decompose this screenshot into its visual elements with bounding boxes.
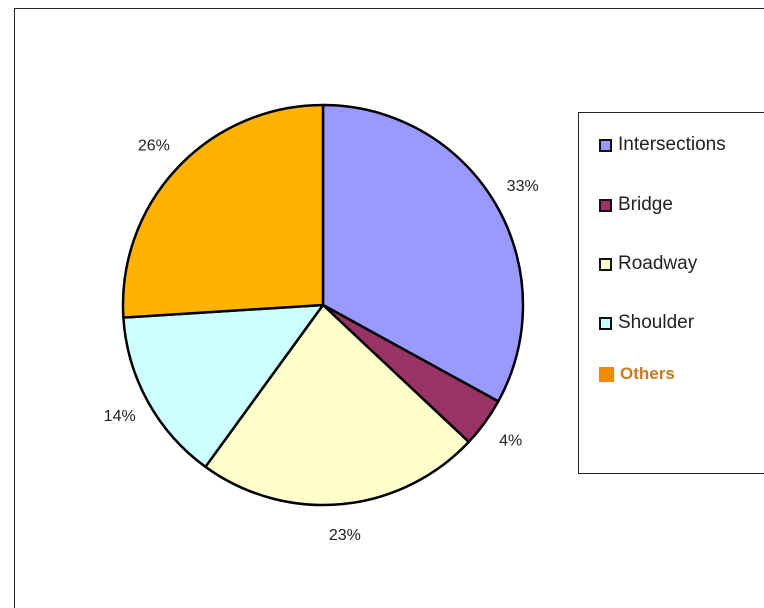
pie-slice-shoulder — [122, 303, 325, 469]
pie-label-bridge: 4% — [499, 433, 522, 450]
legend-label-others: Others — [620, 364, 675, 383]
legend-swatch-others — [599, 366, 614, 382]
chart-frame — [14, 8, 764, 608]
pie-slice-roadway — [204, 303, 471, 507]
pie-label-intersections: 33% — [507, 178, 539, 195]
legend-item-shoulder: Shoulder — [599, 311, 694, 335]
pie-slice-intersections — [321, 103, 525, 403]
legend-label-intersections: Intersections — [618, 134, 726, 155]
legend-label-bridge: Bridge — [618, 194, 673, 215]
legend-item-intersections: Intersections — [599, 133, 726, 157]
legend-swatch-roadway — [599, 257, 612, 271]
pie-labels: 33% 4% 23% 14% 26% — [104, 137, 539, 544]
legend-swatch-intersections — [599, 138, 612, 152]
legend-label-shoulder: Shoulder — [618, 312, 695, 333]
pie-slice-others — [121, 103, 325, 319]
legend-label-roadway: Roadway — [618, 253, 698, 274]
pie-label-shoulder: 14% — [104, 408, 136, 425]
pie-label-roadway: 23% — [329, 527, 361, 544]
legend-item-roadway: Roadway — [599, 252, 697, 276]
pie-label-others: 26% — [138, 137, 170, 154]
legend-item-others: Others — [599, 362, 675, 386]
pie-slices — [121, 103, 525, 507]
legend-swatch-shoulder — [599, 316, 612, 330]
legend-item-bridge: Bridge — [599, 193, 673, 217]
legend-swatch-bridge — [599, 198, 612, 212]
legend: Intersections Bridge Roadway Shoulder Ot… — [578, 112, 764, 474]
